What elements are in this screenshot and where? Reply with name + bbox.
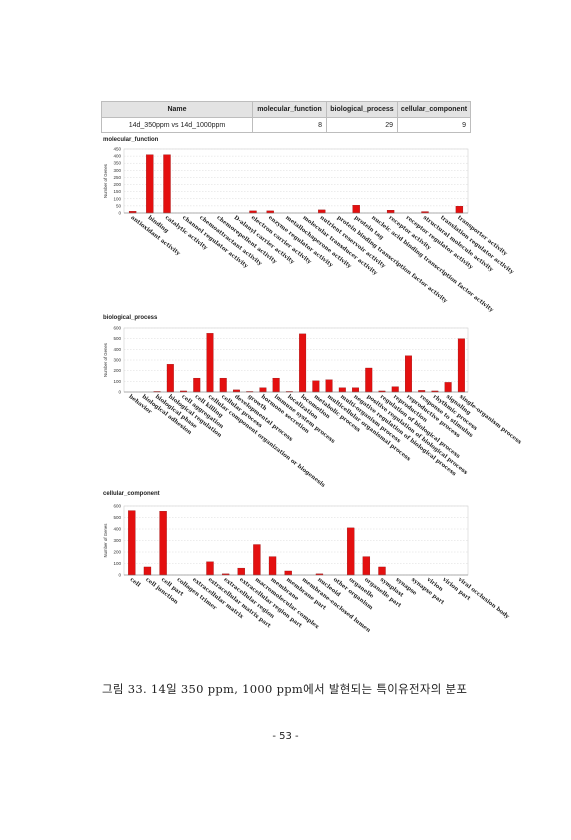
y-tick-label: 300 xyxy=(113,168,121,173)
bar-reproduction xyxy=(391,386,399,393)
bar-symplast xyxy=(378,566,386,576)
bar-developmental-process xyxy=(233,389,240,393)
y-tick-label: 200 xyxy=(113,368,121,373)
comparison-name-cell: 14d_350ppm vs 14d_1000ppm xyxy=(101,117,253,133)
y-tick-label: 600 xyxy=(113,326,121,331)
y-tick-label: 300 xyxy=(113,358,121,363)
bar-cell-killing xyxy=(193,377,201,393)
molecular-function-count: 8 xyxy=(252,117,327,133)
y-tick-label: 300 xyxy=(113,538,121,543)
y-axis-label: Number of Genes xyxy=(103,524,108,558)
y-tick-label: 400 xyxy=(113,527,121,532)
bar-locomotion xyxy=(299,333,307,393)
bar-organelle xyxy=(347,527,355,576)
y-tick-label: 400 xyxy=(113,154,121,159)
bar-extracellular-region-part xyxy=(237,567,245,576)
y-tick-label: 50 xyxy=(116,203,122,208)
chart-title-cellular-component: cellular_component xyxy=(103,491,160,497)
y-tick-label: 200 xyxy=(113,182,121,187)
y-axis-label: Number of Genes xyxy=(103,164,108,198)
y-tick-label: 350 xyxy=(113,161,121,166)
y-tick-label: 0 xyxy=(118,573,121,578)
bar-enzyme-regulator-activity xyxy=(266,210,274,214)
y-tick-label: 250 xyxy=(113,175,121,180)
y-tick-label: 100 xyxy=(113,379,121,384)
bar-negative-regulation-of-biological-process xyxy=(352,387,359,393)
y-tick-label: 400 xyxy=(113,347,121,352)
biological-process-count: 29 xyxy=(326,117,398,133)
y-tick-label: 150 xyxy=(113,189,121,194)
y-tick-label: 0 xyxy=(118,211,121,216)
bar-macromolecular-complex xyxy=(253,544,261,576)
y-tick-label: 100 xyxy=(113,561,121,566)
bar-metabolic-process xyxy=(312,380,320,393)
bar-organelle-part xyxy=(362,556,371,576)
bar-membrane xyxy=(268,556,277,576)
bar-binding xyxy=(146,154,154,214)
header-biological-process: biological_process xyxy=(326,101,398,118)
y-tick-label: 500 xyxy=(113,336,121,341)
bar-biological-regulation xyxy=(166,364,174,393)
header-name: Name xyxy=(101,101,253,118)
x-tick-label: cell xyxy=(129,577,142,589)
bar-signaling xyxy=(444,382,452,393)
molecular-function-chart: 0 50 100 150 200 250 300 350 400 450 Number of Gen… xyxy=(103,147,515,314)
bar-cell-part xyxy=(159,511,167,576)
y-axis-label: Number of Genes xyxy=(103,343,108,377)
y-tick-label: 100 xyxy=(113,196,121,201)
y-tick-label: 600 xyxy=(113,504,121,509)
chart-title-molecular-function: molecular_function xyxy=(103,137,159,143)
bar-membrane-part xyxy=(284,570,292,576)
bar-transporter-activity xyxy=(455,206,464,214)
y-tick-label: 500 xyxy=(113,515,121,520)
bar-cell-junction xyxy=(143,566,152,576)
table-row: 14d_350ppm vs 14d_1000ppm 8 29 9 xyxy=(101,117,471,133)
bar-nutrient-reservoir-activity xyxy=(318,209,326,214)
bar-multi-organism-process xyxy=(338,387,346,393)
bar-cellular-component-organization-or-biogenesis xyxy=(206,333,214,393)
y-tick-label: 200 xyxy=(113,550,121,555)
summary-header-row: Name molecular_function biological_proce… xyxy=(101,101,471,118)
bar-receptor-activity xyxy=(386,210,395,214)
bar-protein-tag xyxy=(352,205,360,214)
x-tick-label: translation regulator activity xyxy=(439,215,515,276)
bar-reproductive-process xyxy=(405,355,412,393)
bar-multicellular-organismal-process xyxy=(325,379,333,393)
bar-positive-regulation-of-biological-process xyxy=(365,367,373,393)
bar-catalytic-activity xyxy=(163,154,171,214)
header-cellular-component: cellular_component xyxy=(397,101,471,118)
bar-electron-carrier-activity xyxy=(249,210,257,214)
y-tick-label: 450 xyxy=(113,147,121,152)
y-tick-label: 0 xyxy=(118,390,121,395)
bar-extracellular-matrix-part xyxy=(206,561,214,576)
plot-area xyxy=(123,148,469,214)
cellular-component-count: 9 xyxy=(397,117,471,133)
header-molecular-function: molecular_function xyxy=(252,101,327,118)
page-number: - 53 - xyxy=(272,731,299,742)
summary-table: Name molecular_function biological_proce… xyxy=(101,101,471,133)
bar-cell xyxy=(128,510,136,576)
bar-hormone-secretion xyxy=(259,387,267,393)
chart-title-biological-process: biological_process xyxy=(103,315,158,321)
bar-cellular-process xyxy=(219,377,227,393)
figure-caption: 그림 33. 14일 350 ppm, 1000 ppm에서 발현되는 특이유전… xyxy=(102,682,468,696)
bar-single-organism-process xyxy=(457,338,465,393)
bar-immune-system-process xyxy=(272,377,280,393)
